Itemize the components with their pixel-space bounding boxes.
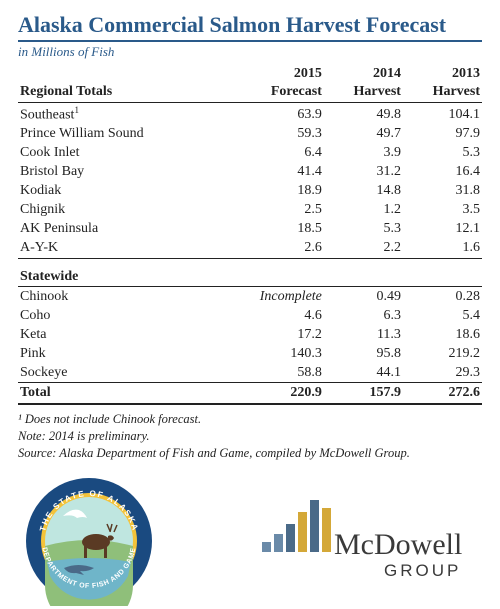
cell: 6.3 [324, 306, 403, 325]
statewide-header: Statewide [18, 258, 222, 287]
table-row: A-Y-K2.62.21.6 [18, 239, 482, 259]
cell: 4.6 [222, 306, 324, 325]
cell: 31.8 [403, 182, 482, 201]
col-2015-top: 2015 [222, 64, 324, 83]
table-row: Prince William Sound59.349.797.9 [18, 125, 482, 144]
cell: 11.3 [324, 325, 403, 344]
cell: 18.5 [222, 220, 324, 239]
svg-text:McDowell: McDowell [334, 528, 462, 561]
row-label: Southeast1 [18, 103, 222, 125]
row-label: Chinook [18, 287, 222, 307]
total-2014: 157.9 [324, 383, 403, 405]
page-subtitle: in Millions of Fish [18, 44, 482, 60]
cell: 18.9 [222, 182, 324, 201]
cell: 6.4 [222, 144, 324, 163]
footnote-2: Note: 2014 is preliminary. [18, 428, 482, 445]
cell: 219.2 [403, 344, 482, 363]
cell: 29.3 [403, 363, 482, 383]
col-2015-bot: Forecast [222, 83, 324, 103]
adfg-seal-logo: THE STATE OF ALASKA DEPARTMENT OF FISH A… [24, 476, 154, 606]
row-label: Bristol Bay [18, 163, 222, 182]
cell: 5.3 [403, 144, 482, 163]
cell: 44.1 [324, 363, 403, 383]
mcdowell-group-logo: McDowell GROUP [256, 496, 476, 586]
row-label: Keta [18, 325, 222, 344]
cell: 1.2 [324, 201, 403, 220]
harvest-table: 2015 2014 2013 Regional Totals Forecast … [18, 64, 482, 405]
cell: 2.5 [222, 201, 324, 220]
table-row: Coho4.66.35.4 [18, 306, 482, 325]
cell: 18.6 [403, 325, 482, 344]
cell: 59.3 [222, 125, 324, 144]
col-2014-top: 2014 [324, 64, 403, 83]
cell: 49.7 [324, 125, 403, 144]
row-label: Chignik [18, 201, 222, 220]
cell: 17.2 [222, 325, 324, 344]
footnote-sup: 1 [74, 105, 79, 115]
cell: Incomplete [222, 287, 324, 307]
total-2013: 272.6 [403, 383, 482, 405]
total-label: Total [18, 383, 222, 405]
cell: 63.9 [222, 103, 324, 125]
cell: 41.4 [222, 163, 324, 182]
table-row: Pink140.395.8219.2 [18, 344, 482, 363]
row-label: AK Peninsula [18, 220, 222, 239]
cell: 12.1 [403, 220, 482, 239]
footnote-3: Source: Alaska Department of Fish and Ga… [18, 445, 482, 462]
col-2013-bot: Harvest [403, 83, 482, 103]
footnote-1: ¹ Does not include Chinook forecast. [18, 411, 482, 428]
cell: 95.8 [324, 344, 403, 363]
cell: 140.3 [222, 344, 324, 363]
footnotes: ¹ Does not include Chinook forecast. Not… [18, 411, 482, 462]
col-2013-top: 2013 [403, 64, 482, 83]
page-title: Alaska Commercial Salmon Harvest Forecas… [18, 12, 482, 42]
table-row: Keta17.211.318.6 [18, 325, 482, 344]
svg-text:GROUP: GROUP [384, 561, 461, 580]
total-2015: 220.9 [222, 383, 324, 405]
cell: 31.2 [324, 163, 403, 182]
cell: 5.4 [403, 306, 482, 325]
cell: 0.28 [403, 287, 482, 307]
row-label: Prince William Sound [18, 125, 222, 144]
cell: 16.4 [403, 163, 482, 182]
cell: 104.1 [403, 103, 482, 125]
cell: 14.8 [324, 182, 403, 201]
table-row: ChinookIncomplete0.490.28 [18, 287, 482, 307]
cell: 0.49 [324, 287, 403, 307]
cell: 3.5 [403, 201, 482, 220]
table-row: Sockeye58.844.129.3 [18, 363, 482, 383]
row-label: Sockeye [18, 363, 222, 383]
table-row: Chignik2.51.23.5 [18, 201, 482, 220]
col-2014-bot: Harvest [324, 83, 403, 103]
row-label: A-Y-K [18, 239, 222, 259]
cell: 97.9 [403, 125, 482, 144]
cell: 3.9 [324, 144, 403, 163]
table-row: Cook Inlet6.43.95.3 [18, 144, 482, 163]
cell: 2.6 [222, 239, 324, 259]
cell: 2.2 [324, 239, 403, 259]
regional-totals-header: Regional Totals [18, 83, 222, 103]
row-label: Cook Inlet [18, 144, 222, 163]
cell: 58.8 [222, 363, 324, 383]
row-label: Kodiak [18, 182, 222, 201]
row-label: Pink [18, 344, 222, 363]
table-row: Southeast163.949.8104.1 [18, 103, 482, 125]
table-row: Kodiak18.914.831.8 [18, 182, 482, 201]
row-label: Coho [18, 306, 222, 325]
cell: 5.3 [324, 220, 403, 239]
cell: 1.6 [403, 239, 482, 259]
table-row: AK Peninsula18.55.312.1 [18, 220, 482, 239]
cell: 49.8 [324, 103, 403, 125]
table-row: Bristol Bay41.431.216.4 [18, 163, 482, 182]
